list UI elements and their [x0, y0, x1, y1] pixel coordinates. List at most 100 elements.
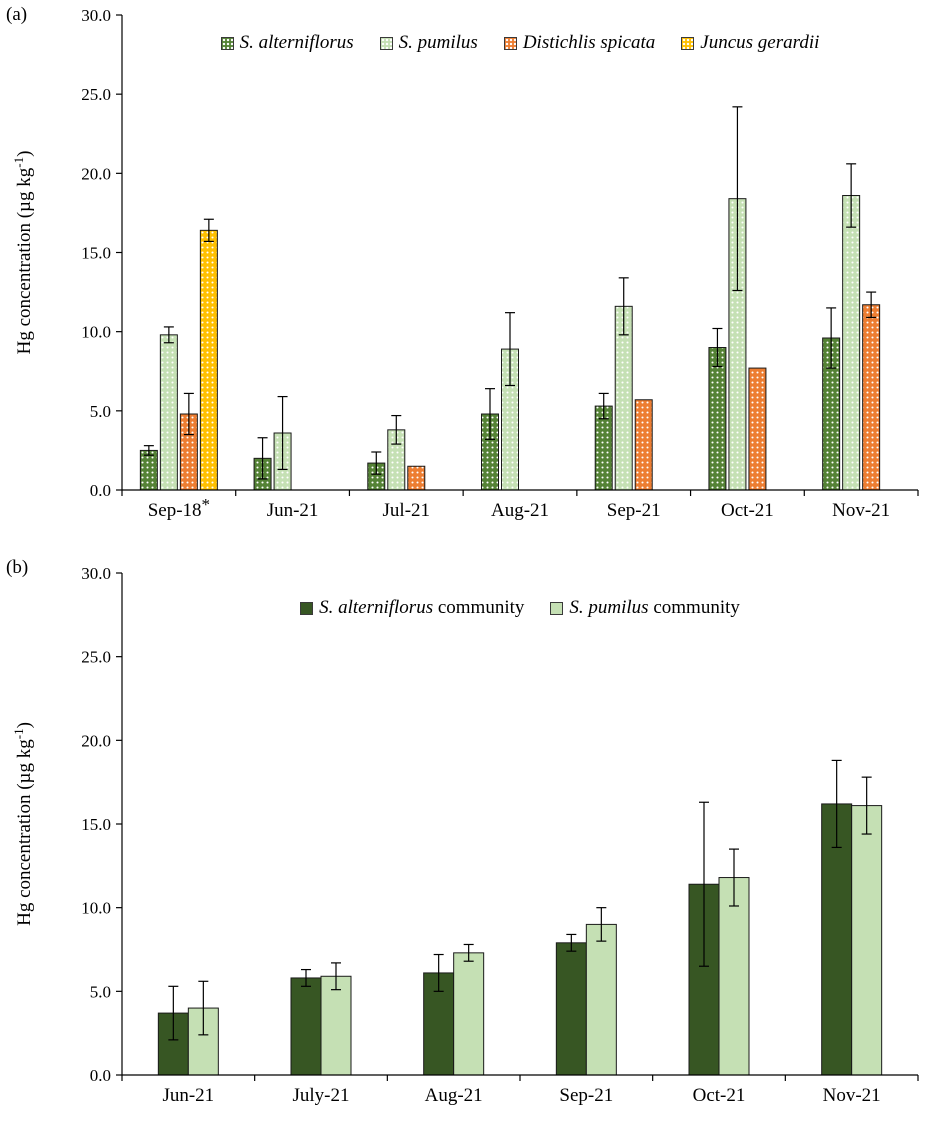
legend-item: Distichlis spicata	[503, 32, 655, 54]
error-bar	[826, 307, 837, 369]
error-bar	[846, 163, 857, 228]
bar-series	[159, 106, 861, 491]
x-category-label: Aug-21	[491, 500, 549, 521]
panel-label-b: (b)	[6, 557, 29, 578]
y-tick-label: 10.0	[81, 899, 111, 918]
legend-a: S. alterniflorus S. pumilus Distichlis spi…	[122, 32, 918, 54]
y-axis-title: Hg concentration (µg kg-1)	[11, 722, 35, 926]
error-bar	[732, 106, 743, 292]
y-tick-label: 5.0	[90, 982, 111, 1001]
x-category-label: Sep-21	[607, 500, 661, 521]
bar	[748, 367, 767, 491]
legend-marker-swatch	[379, 36, 393, 50]
x-category-label: Jul-21	[383, 500, 431, 521]
y-tick-label: 0.0	[90, 1066, 111, 1085]
x-category-label: Aug-21	[425, 1085, 483, 1106]
chart-panel-a: (a) S. alterniflorus S. pumilus Distichlis…	[0, 0, 949, 545]
legend-marker-swatch	[300, 601, 314, 615]
legend-item: S. alterniflorus	[220, 32, 354, 54]
error-bar	[331, 962, 341, 991]
x-axis-ticks	[121, 490, 919, 496]
error-bar	[866, 291, 877, 319]
y-tick-label: 20.0	[81, 164, 111, 183]
y-tick-label: 10.0	[81, 323, 111, 342]
error-bar	[203, 218, 214, 243]
x-category-label: Jun-21	[162, 1085, 214, 1106]
y-tick-label: 25.0	[81, 648, 111, 667]
error-bar	[699, 801, 709, 967]
bar	[585, 923, 617, 1076]
error-bar	[198, 980, 209, 1036]
legend-label: Juncus gerardii	[700, 32, 820, 53]
error-bar	[257, 437, 268, 480]
error-bar	[598, 392, 609, 420]
panel-label-a: (a)	[6, 4, 28, 25]
error-bar	[861, 776, 872, 835]
legend-marker-swatch	[681, 36, 695, 50]
error-bar	[433, 953, 444, 992]
axes	[121, 15, 918, 491]
error-bar	[485, 388, 495, 440]
bar	[199, 229, 218, 491]
y-axis-ticks: 0.0 5.0 10.0 15.0 20.0 25.0 30.0	[81, 564, 122, 1085]
bar-series	[199, 218, 218, 491]
bar-chart-a: 0.0 5.0 10.0 15.0 20.0 25.0 30.0 Sep-18* Jun-21 J…	[11, 6, 919, 521]
y-tick-label: 5.0	[90, 402, 111, 421]
bar	[842, 195, 861, 491]
legend-marker-swatch	[220, 36, 234, 50]
bar	[851, 805, 883, 1076]
bar-chart-b: 0.0 5.0 10.0 15.0 20.0 25.0 30.0 Jun-21 July-21 A…	[11, 564, 919, 1106]
x-axis-ticks	[121, 1075, 919, 1081]
legend-marker-swatch	[550, 601, 564, 615]
bar	[708, 347, 727, 491]
bar	[453, 952, 485, 1076]
error-bar	[391, 414, 402, 445]
legend-item: S. pumilus community	[550, 597, 740, 619]
error-bar	[168, 985, 179, 1041]
error-bar	[712, 327, 723, 368]
y-tick-label: 15.0	[81, 815, 111, 834]
legend-label: S. pumilus community	[569, 597, 740, 618]
error-bar	[566, 933, 577, 952]
bar-series	[187, 776, 883, 1076]
x-category-label: Sep-21	[559, 1085, 613, 1106]
bar	[718, 877, 750, 1076]
x-category-label: Oct-21	[721, 500, 774, 521]
error-bar	[505, 312, 515, 387]
axes	[121, 573, 918, 1076]
x-category-label: Nov-21	[823, 1085, 881, 1106]
x-category-label: Jun-21	[267, 500, 319, 521]
y-tick-label: 30.0	[81, 6, 111, 25]
bar-series	[157, 759, 853, 1076]
error-bar	[183, 392, 194, 436]
legend-item: Juncus gerardii	[681, 32, 819, 54]
legend-marker-swatch	[503, 36, 517, 50]
x-category-label: Sep-18*	[148, 495, 210, 521]
y-tick-label: 25.0	[81, 85, 111, 104]
error-bar	[163, 326, 174, 344]
bar	[862, 304, 881, 491]
error-bar	[277, 395, 288, 471]
bar	[290, 977, 322, 1076]
y-tick-label: 30.0	[81, 564, 111, 583]
bar	[159, 334, 178, 491]
y-axis-ticks: 0.0 5.0 10.0 15.0 20.0 25.0 30.0	[81, 6, 122, 500]
y-tick-label: 20.0	[81, 731, 111, 750]
error-bar	[831, 759, 842, 849]
error-bar	[463, 943, 474, 962]
y-tick-label: 0.0	[90, 481, 111, 500]
bar	[407, 465, 426, 491]
bar-series	[179, 291, 881, 491]
x-category-label: Oct-21	[693, 1085, 746, 1106]
legend-item: S. pumilus	[379, 32, 478, 54]
legend-label: S. alterniflorus community	[319, 597, 525, 618]
legend-b: S. alterniflorus community S. pumilus com…	[122, 597, 918, 619]
y-tick-label: 15.0	[81, 244, 111, 263]
error-bar	[371, 451, 382, 475]
y-axis-title: Hg concentration (µg kg-1)	[11, 151, 35, 355]
error-bar	[596, 907, 607, 942]
chart-panel-b: (b) S. alterniflorus community S. pumilus…	[0, 545, 949, 1128]
legend-item: S. alterniflorus community	[300, 597, 524, 619]
bar	[555, 942, 587, 1076]
